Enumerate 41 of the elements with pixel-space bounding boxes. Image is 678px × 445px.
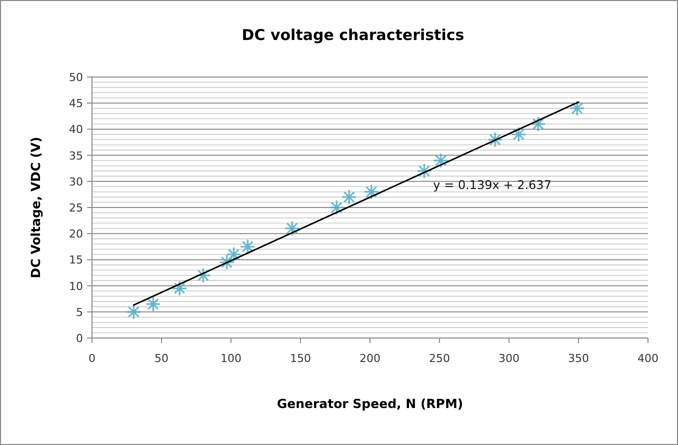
x-tick-label: 350 xyxy=(568,352,589,365)
point xyxy=(328,200,344,216)
y-axis-title: DC Voltage, VDC (V) xyxy=(28,136,43,278)
x-tick-label: 150 xyxy=(290,352,311,365)
point xyxy=(284,220,300,236)
point xyxy=(341,189,357,205)
y-tick-label: 45 xyxy=(69,97,83,110)
point xyxy=(126,304,142,320)
y-tick-label: 30 xyxy=(69,175,83,188)
point xyxy=(416,163,432,179)
y-tick-label: 40 xyxy=(69,123,83,136)
y-tick-label: 50 xyxy=(69,71,83,84)
y-tick-label: 0 xyxy=(76,332,83,345)
point xyxy=(219,254,235,270)
x-tick-label: 100 xyxy=(220,352,242,365)
y-tick-label: 25 xyxy=(69,202,83,214)
x-tick-label: 300 xyxy=(498,352,520,365)
point xyxy=(240,238,256,254)
point xyxy=(195,268,211,284)
x-axis-title: Generator Speed, N (RPM) xyxy=(276,396,464,411)
y-tick-label: 15 xyxy=(69,254,83,267)
x-tick-label: 400 xyxy=(638,352,658,365)
point xyxy=(487,132,503,148)
x-tick-label: 50 xyxy=(154,352,168,365)
x-tick-label: 250 xyxy=(429,352,450,365)
y-tick-label: 20 xyxy=(69,228,83,241)
annotation: y = 0.139x + 2.637 xyxy=(433,178,552,192)
chart-title: DC voltage characteristics xyxy=(242,26,464,44)
x-tick-label: 0 xyxy=(88,352,96,365)
point xyxy=(172,280,188,296)
point xyxy=(364,184,380,200)
point xyxy=(530,116,546,132)
point xyxy=(226,246,242,262)
y-tick-label: 10 xyxy=(69,280,83,293)
y-tick-label: 5 xyxy=(76,306,83,319)
y-tick-label: 35 xyxy=(69,149,83,162)
x-tick-label: 200 xyxy=(360,352,380,365)
point xyxy=(145,296,161,312)
point xyxy=(433,152,449,168)
point xyxy=(569,100,585,116)
point xyxy=(510,126,527,142)
